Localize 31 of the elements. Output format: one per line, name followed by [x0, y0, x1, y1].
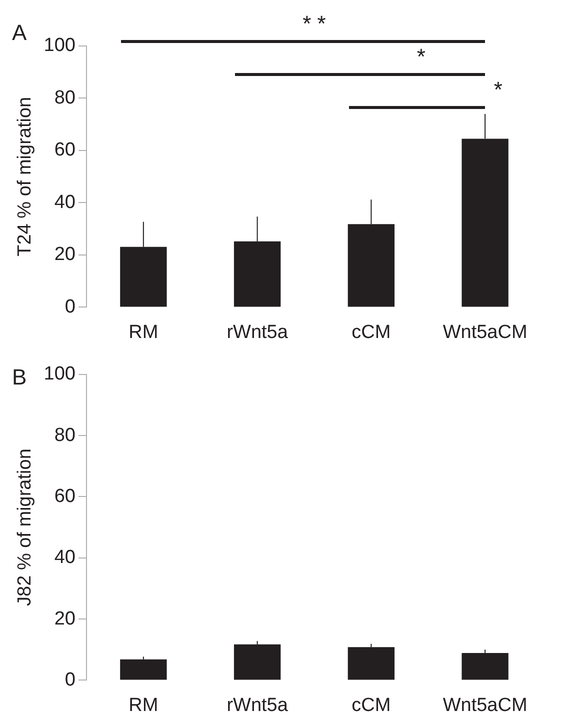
x-tick-label: rWnt5a: [226, 694, 288, 716]
y-axis-title: T24 % of migration: [14, 96, 36, 256]
annotation: *: [416, 44, 426, 69]
y-tick-label: 40: [54, 547, 76, 568]
y-tick-label: 0: [64, 296, 76, 318]
bar: [348, 647, 395, 680]
x-tick-label: RM: [128, 322, 158, 343]
x-tick-label: rWnt5a: [226, 322, 288, 343]
y-tick-label: 60: [54, 486, 76, 507]
chart-title: A: [12, 20, 27, 45]
x-tick-label: cCM: [352, 694, 391, 716]
y-tick-label: 20: [54, 608, 76, 630]
y-tick-label: 60: [54, 140, 76, 161]
y-tick-label: 100: [44, 35, 76, 56]
text: * *: [302, 11, 326, 36]
y-tick-label: 80: [54, 87, 76, 108]
x-tick-label: Wnt5aCM: [442, 694, 528, 716]
x-tick-label: Wnt5aCM: [442, 322, 528, 343]
y-tick-label: 20: [54, 244, 76, 266]
y-axis-title: J82 % of migration: [14, 448, 36, 606]
chart-title: B: [12, 364, 27, 390]
y-tick-label: 80: [54, 424, 76, 446]
x-tick-label: RM: [128, 694, 158, 716]
text: *: [494, 77, 503, 102]
y-tick-label: 0: [64, 669, 76, 690]
y-tick-label: 40: [54, 192, 76, 213]
y-tick-label: 100: [44, 364, 76, 385]
bar: [234, 644, 281, 680]
x-tick-label: cCM: [352, 322, 391, 343]
bar: [462, 652, 508, 680]
bar: [120, 659, 167, 680]
